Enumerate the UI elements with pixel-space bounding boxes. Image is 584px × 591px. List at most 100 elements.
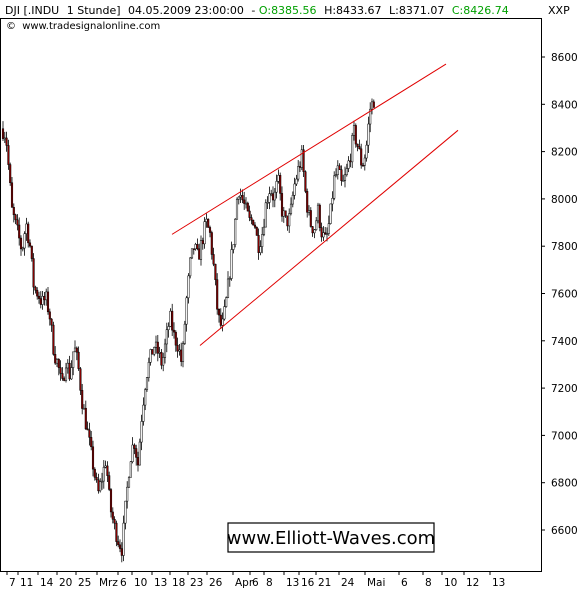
candle-body (223, 306, 226, 320)
candle-body (192, 248, 195, 250)
candle-body (108, 475, 111, 490)
x-tick-label: 24 (341, 577, 355, 589)
candle-body (289, 203, 293, 214)
candle-body (77, 351, 80, 369)
candle-body (333, 175, 336, 199)
candle-body (81, 390, 84, 409)
candle-body (241, 195, 244, 201)
candle-body (228, 278, 231, 280)
candle-body (61, 373, 64, 379)
candle-body (34, 286, 37, 291)
copyright-symbol: © (6, 21, 16, 32)
candle-body (279, 175, 282, 194)
candle-body (183, 323, 186, 344)
candle-body (144, 389, 147, 406)
candle-body (194, 244, 197, 250)
x-tick-label: 20 (59, 577, 72, 589)
candle-body (367, 123, 370, 146)
candle-body (259, 246, 262, 253)
x-tick-label: 13 (492, 577, 505, 589)
candle-body (131, 444, 134, 463)
x-tick-label: 6 (120, 577, 127, 589)
candle-body (266, 202, 269, 204)
x-tick-label: 21 (318, 577, 331, 589)
candle-body (99, 481, 102, 492)
candle-body (257, 235, 260, 253)
candle-body (180, 349, 183, 362)
candle-body (79, 368, 82, 391)
candle-body (178, 349, 181, 352)
candle-body (167, 326, 170, 330)
candle-body (243, 199, 246, 204)
high-text: H:8433.67 (324, 4, 381, 17)
candle-body (5, 137, 8, 146)
candle-body (120, 548, 123, 556)
candle-body (16, 219, 19, 226)
candle-body (309, 210, 312, 227)
x-tick-label: 12 (466, 577, 479, 589)
candle-body (196, 244, 199, 250)
y-axis: 6600 6800 7000 7200 7400 7600 7800 8000 8200 8400… (541, 52, 578, 537)
candle-body (172, 329, 176, 333)
candle-body (64, 367, 68, 381)
candle-body (115, 522, 118, 542)
candle-body (189, 257, 192, 277)
candle-body (127, 477, 131, 488)
candle-body (338, 165, 341, 170)
candle-body (313, 229, 316, 234)
x-tick-label: Apr (235, 577, 254, 589)
candle-body (138, 441, 141, 466)
candle-body (358, 146, 361, 150)
candle-body (190, 248, 194, 259)
candle-body (352, 125, 356, 136)
x-tick-label: 23 (190, 577, 203, 589)
candle-body (25, 223, 28, 234)
candle-body (198, 248, 201, 260)
y-tick-label: 8400 (551, 99, 578, 111)
candle-body (331, 198, 334, 205)
candle-body (288, 213, 291, 227)
x-tick-label: 8 (266, 577, 273, 589)
candle-body (261, 234, 264, 247)
candle-body (361, 164, 365, 167)
candle-body (351, 135, 354, 163)
datetime-text: 04.05.2009 23:00:00 (128, 4, 244, 17)
candle-body (174, 331, 177, 346)
close-value: 8426.74 (463, 4, 509, 17)
candle-body (370, 101, 374, 110)
symbol-text: DJI [.INDU (5, 4, 59, 17)
candle-body (86, 428, 89, 431)
candle-body (210, 232, 213, 255)
x-tick-label: 13 (286, 577, 299, 589)
x-tick-label: 7 (9, 577, 16, 589)
candle-body (324, 232, 327, 235)
candle-body (237, 196, 240, 200)
candle-body (207, 218, 210, 228)
candle-body (316, 204, 320, 222)
candle-body (235, 198, 239, 220)
candle-body (226, 278, 230, 298)
trend-channel (171, 63, 459, 346)
candle-body (73, 347, 77, 353)
candle-body (7, 145, 10, 165)
candle-body (135, 448, 138, 458)
open-label: O: (259, 4, 271, 17)
candle-body (109, 489, 113, 513)
candle-body (365, 144, 368, 159)
candle-body (304, 171, 307, 192)
candle-body (100, 480, 104, 483)
candle-body (145, 377, 149, 390)
candle-body (318, 204, 321, 228)
candle-body (306, 191, 309, 213)
candle-body (199, 240, 203, 260)
candle-body (217, 308, 221, 316)
candle-body (205, 218, 208, 222)
candle-body (347, 160, 350, 169)
candle-body (232, 244, 235, 250)
x-tick-label: 8 (425, 577, 432, 589)
candle-body (102, 467, 105, 482)
candle-body (48, 311, 51, 320)
candle-body (91, 446, 95, 470)
candle-body (126, 486, 129, 502)
candle-body (169, 310, 172, 327)
